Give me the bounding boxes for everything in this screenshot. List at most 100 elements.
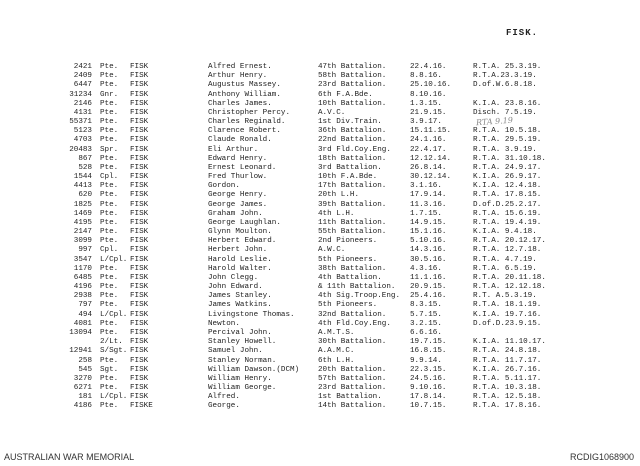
enlistment-date: 8.10.16. [410, 90, 447, 99]
surname: FISK [130, 154, 149, 163]
given-names: Newton. [208, 319, 240, 328]
service-number: 12941 [69, 347, 92, 356]
unit: 5th Pioneers. [318, 301, 378, 310]
rank: Cpl. [100, 246, 119, 255]
surname: FISK [130, 393, 149, 402]
enlistment-date: 25.10.16. [410, 81, 452, 90]
fate: R.T.A. 29.5.19. [473, 136, 542, 145]
given-names: Herbert John. [208, 246, 268, 255]
table-row: 4131 Pte. FISK Christopher Percy. A.V.C. 21.9… [0, 109, 640, 118]
fate: R.T.A. 11.7.17. [473, 356, 542, 365]
surname: FISK [130, 310, 149, 319]
surname: FISK [130, 384, 149, 393]
unit: 6th F.A.Bde. [318, 90, 373, 99]
surname: FISKE [130, 402, 153, 411]
fate: R.T.A. 18.1.19. [473, 301, 542, 310]
enlistment-date: 22.4.17. [410, 145, 447, 154]
surname: FISK [130, 90, 149, 99]
service-number: 797 [78, 301, 92, 310]
enlistment-date: 1.7.15. [410, 209, 442, 218]
rank: Pte. [100, 384, 119, 393]
given-names: William Dawson.(DCM) [208, 365, 300, 374]
surname: FISK [130, 292, 149, 301]
given-names: Stanley Norman. [208, 356, 277, 365]
given-names: Gordon. [208, 182, 240, 191]
table-row: 1170 Pte. FISK Harold Walter. 38th Battalion… [0, 265, 640, 274]
service-number: 20483 [69, 145, 92, 154]
surname: FISK [130, 136, 149, 145]
table-row: 55371 Pte. FISK Charles Reginald. 1st Div.Tr… [0, 118, 640, 127]
table-row: 20483 Spr. FISK Eli Arthur. 3rd Fld.Coy.Eng.… [0, 146, 640, 155]
footer-source: AUSTRALIAN WAR MEMORIAL [4, 452, 135, 462]
surname: FISK [130, 228, 149, 237]
service-number: 494 [78, 310, 92, 319]
rank: Pte. [100, 81, 119, 90]
rank: Spr. [100, 145, 119, 154]
fate: R.T.A. 12.7.18. [473, 246, 542, 255]
service-number: 6485 [73, 273, 92, 282]
surname: FISK [130, 246, 149, 255]
service-number: 3099 [73, 237, 92, 246]
service-number: 620 [78, 191, 92, 200]
service-number: 4131 [73, 108, 92, 117]
table-row: 3547 L/Cpl. FISK Harold Leslie. 5th Pioneers… [0, 256, 640, 265]
given-names: Percival John. [208, 328, 272, 337]
unit: 20th Battalion. [318, 365, 387, 374]
enlistment-date: 17.9.14. [410, 191, 447, 200]
fate: R.T.A. 24.8.18. [473, 347, 542, 356]
unit: A.M.T.S. [318, 328, 355, 337]
given-names: Anthony William. [208, 90, 281, 99]
service-number: 2421 [73, 63, 92, 71]
table-row: 1469 Pte. FISK Graham John. 4th L.H. 1.7.15. R… [0, 210, 640, 219]
unit: 1st Div.Train. [318, 118, 382, 127]
rank: Pte. [100, 118, 119, 127]
given-names: George. [208, 402, 240, 411]
surname: FISK [130, 328, 149, 337]
given-names: Arthur Henry. [208, 72, 268, 81]
given-names: Fred Thurlow. [208, 173, 268, 182]
table-row: 258 Pte. FISK Stanley Norman. 6th L.H. 9.9.14… [0, 357, 640, 366]
given-names: Samuel John. [208, 347, 263, 356]
rank: Pte. [100, 182, 119, 191]
service-number: 2147 [73, 228, 92, 237]
surname: FISK [130, 127, 149, 136]
given-names: James Stanley. [208, 292, 272, 301]
fate: R.T.A. 6.5.19. [473, 264, 537, 273]
surname: FISK [130, 264, 149, 273]
table-row: 4703 Pte. FISK Claude Ronald. 22nd Battalion… [0, 136, 640, 145]
fate: R.T.A.23.3.19. [473, 72, 537, 81]
rank: Pte. [100, 154, 119, 163]
fate: R.T. A.5.3.19. [473, 292, 537, 301]
surname: FISK [130, 301, 149, 310]
enlistment-date: 15.1.16. [410, 228, 447, 237]
service-number: 1170 [73, 264, 92, 273]
service-number: 4703 [73, 136, 92, 145]
fate: R.T.A. 4.7.19. [473, 255, 537, 264]
rank: Pte. [100, 127, 119, 136]
service-number: 4081 [73, 319, 92, 328]
rank: Pte. [100, 264, 119, 273]
fate: R.T.A. 12.12.18. [473, 283, 546, 292]
service-number: 2409 [73, 72, 92, 81]
rank: L/Cpl. [100, 310, 128, 319]
fate: R.T.A. 10.3.18. [473, 384, 542, 393]
unit: 58th Battalion. [318, 72, 387, 81]
fate: R.T.A. 19.4.19. [473, 218, 542, 227]
enlistment-date: 21.9.15. [410, 108, 447, 117]
service-number: 867 [78, 154, 92, 163]
given-names: Charles James. [208, 99, 272, 108]
given-names: William Henry. [208, 374, 272, 383]
rank: Pte. [100, 108, 119, 117]
enlistment-date: 24.5.16. [410, 374, 447, 383]
rank: Pte. [100, 218, 119, 227]
service-number: 4413 [73, 182, 92, 191]
fate: R.T.A. 25.3.19. [473, 63, 542, 71]
table-row: 867 Pte. FISK Edward Henry. 18th Battalion. 1… [0, 155, 640, 164]
rank: Pte. [100, 319, 119, 328]
table-row: 997 Cpl. FISK Herbert John. A.W.C. 14.3.16. R.… [0, 246, 640, 255]
given-names: Livingstone Thomas. [208, 310, 295, 319]
rank: Pte. [100, 292, 119, 301]
rank: L/Cpl. [100, 255, 128, 264]
rank: Pte. [100, 356, 119, 365]
given-names: James Watkins. [208, 301, 272, 310]
